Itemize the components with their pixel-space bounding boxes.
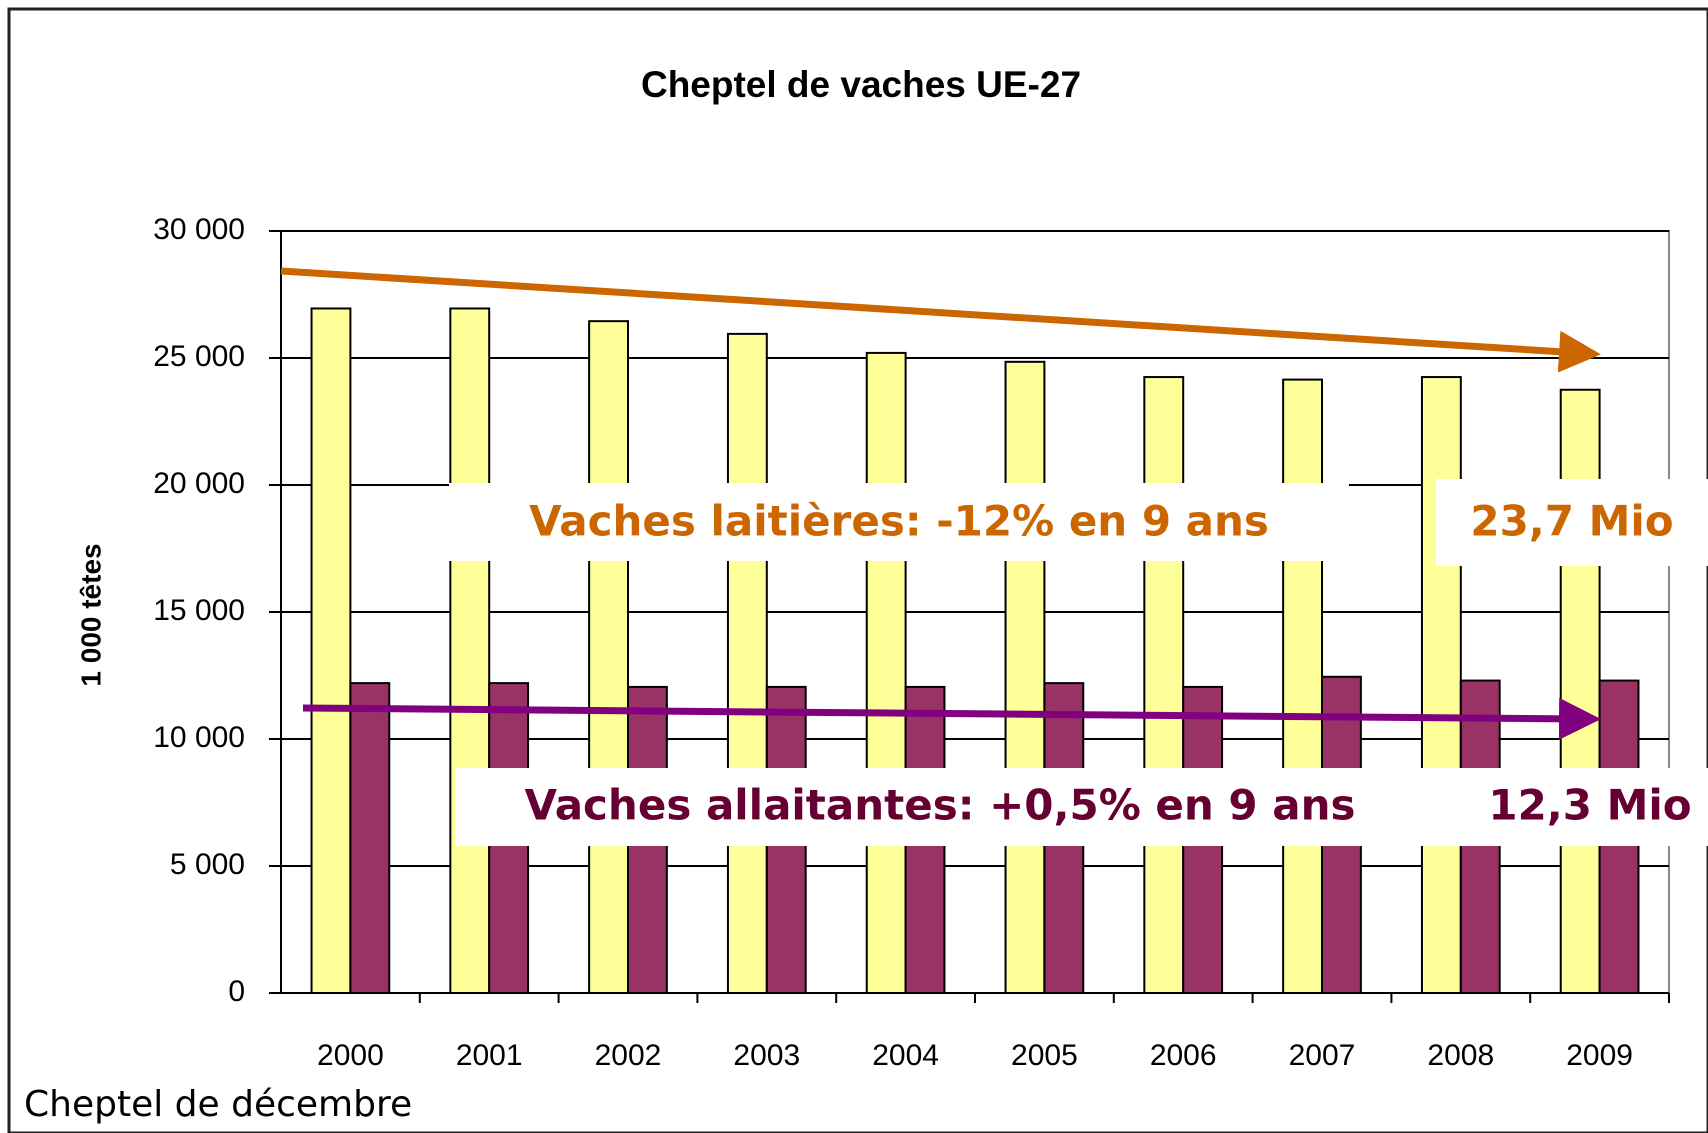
annotation-box: [449, 483, 1349, 561]
y-tick-label: 25 000: [153, 340, 245, 373]
y-tick-label: 15 000: [153, 594, 245, 627]
y-tick-label: 10 000: [153, 721, 245, 754]
x-tick-label: 2007: [1289, 1039, 1356, 1072]
bar: [588, 320, 629, 995]
y-tick-label: 30 000: [153, 213, 245, 246]
annotation-box: [1436, 479, 1708, 566]
bar: [1420, 376, 1462, 994]
y-tick-label: 0: [228, 975, 245, 1008]
annotation: 12,3 Mio: [1488, 781, 1691, 830]
annotation: 23,7 Mio: [1470, 497, 1673, 546]
annotation-box: [455, 768, 1708, 846]
y-tick-label: 5 000: [170, 848, 245, 881]
x-tick-label: 2008: [1427, 1039, 1494, 1072]
x-tick-label: 2004: [872, 1039, 939, 1072]
overlay: Vaches laitières: -12% en 9 ans 23,7 Mio…: [280, 267, 1708, 846]
x-tick-label: 2006: [1150, 1039, 1217, 1072]
bar: [1143, 376, 1185, 994]
x-tick-label: 2001: [456, 1039, 523, 1072]
annotation: Vaches allaitantes: +0,5% en 9 ans: [524, 781, 1355, 830]
trend-arrow: [280, 267, 1601, 373]
x-tick-label: 2000: [317, 1039, 384, 1072]
bar: [349, 682, 391, 994]
y-axis-label: 1 000 têtes: [75, 543, 106, 686]
bar: [1004, 360, 1046, 994]
y-tick-label: 20 000: [153, 467, 245, 500]
bar: [449, 307, 491, 995]
annotation: Vaches laitières: -12% en 9 ans: [529, 497, 1269, 546]
x-tick-label: 2003: [733, 1039, 800, 1072]
x-tick-label: 2009: [1566, 1039, 1633, 1072]
trend-arrow: [302, 697, 1601, 740]
chart-title: Cheptel de vaches UE-27: [641, 64, 1081, 105]
bar: [865, 351, 907, 995]
bar: [726, 332, 768, 994]
bar: [1282, 378, 1323, 994]
x-tick-label: 2005: [1011, 1039, 1078, 1072]
plot: 0 5 000 10 000 15 000 20 000 25 000 30 000 2000…: [153, 213, 1670, 1072]
footnote: Cheptel de décembre: [24, 1084, 412, 1125]
x-tick-label: 2002: [595, 1039, 662, 1072]
bar: [310, 307, 352, 995]
